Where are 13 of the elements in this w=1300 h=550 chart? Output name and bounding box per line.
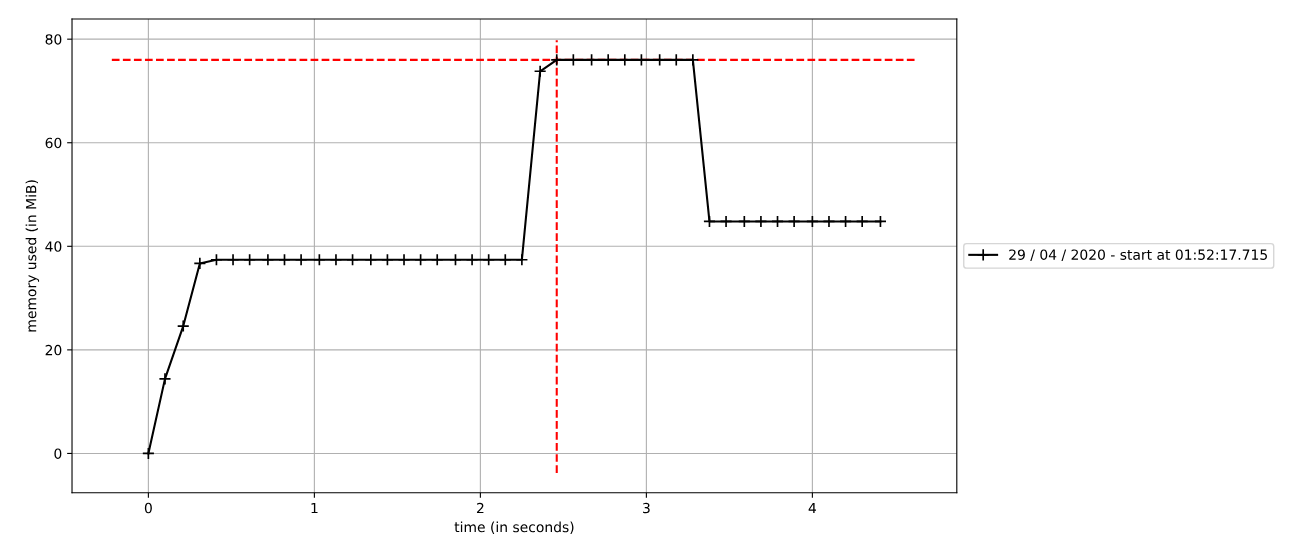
- y-tick-label: 60: [45, 137, 62, 149]
- y-tick-label: 0: [54, 448, 62, 459]
- y-axis-title: memory used (in MiB): [25, 180, 40, 332]
- x-tick-label: 3: [643, 502, 650, 514]
- x-tick-label: 1: [311, 502, 318, 514]
- legend-label: 29 / 04 / 2020 - start at 01:52:17.715: [1009, 249, 1267, 262]
- x-tick-label: 4: [808, 502, 817, 514]
- y-tick-label: 40: [45, 241, 62, 252]
- y-tick-label: 20: [45, 344, 62, 356]
- x-axis-title: time (in seconds): [454, 521, 574, 534]
- x-tick-label: 0: [144, 502, 152, 514]
- x-tick-label: 2: [476, 502, 484, 514]
- y-tick-label: 80: [45, 34, 62, 45]
